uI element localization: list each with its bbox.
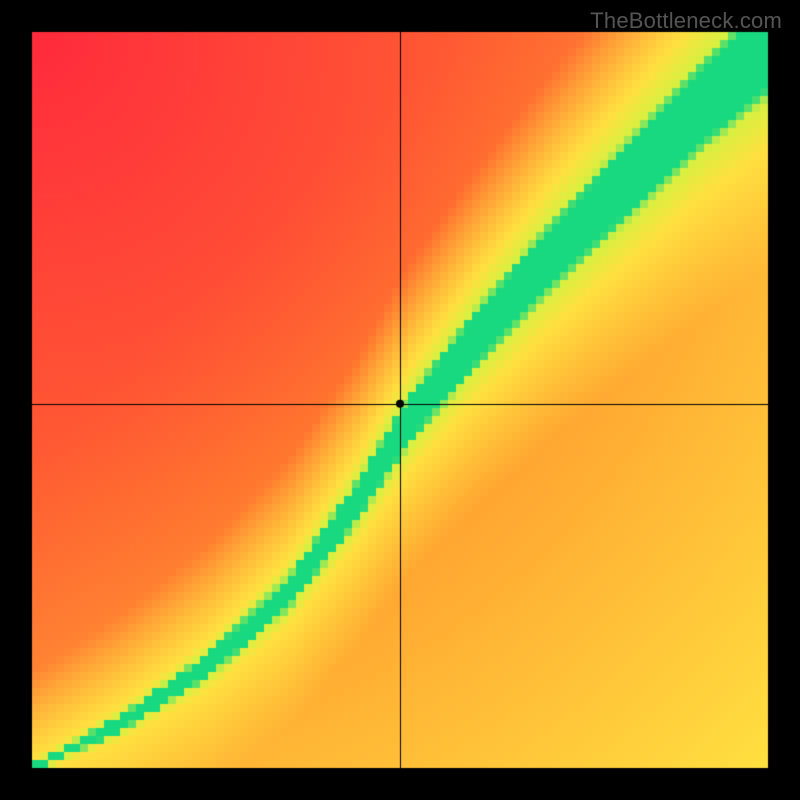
heatmap-canvas xyxy=(0,0,800,800)
chart-container: TheBottleneck.com xyxy=(0,0,800,800)
watermark-text: TheBottleneck.com xyxy=(590,8,782,34)
